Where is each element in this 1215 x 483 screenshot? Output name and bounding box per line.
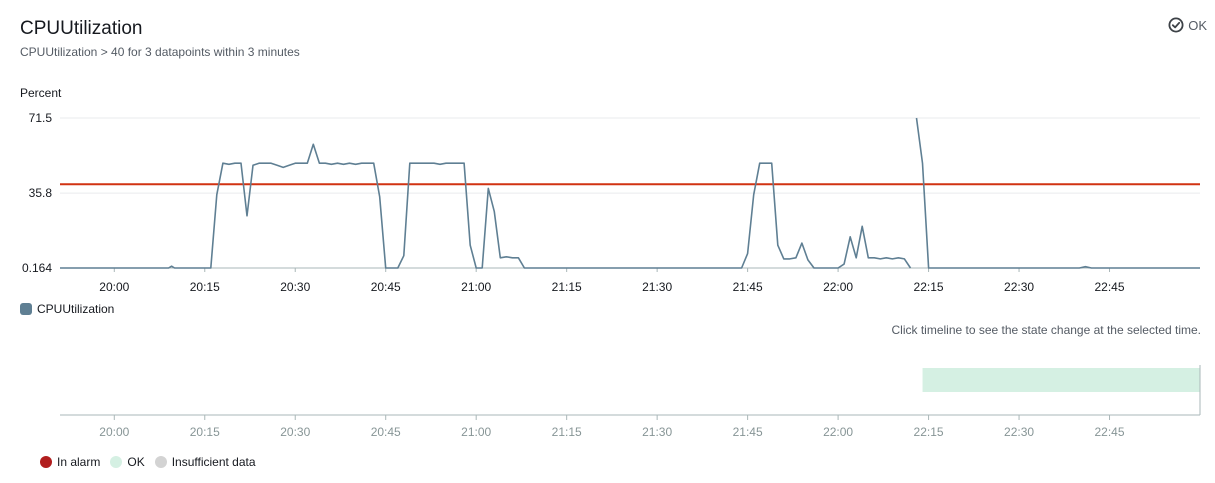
timeline-tick-label: 21:00 [461, 425, 491, 439]
timeline-tick-label: 20:45 [371, 425, 401, 439]
alarm-condition: CPUUtilization > 40 for 3 datapoints wit… [20, 45, 300, 59]
x-tick-label: 20:45 [371, 280, 401, 294]
alarm-status: OK [1168, 17, 1207, 33]
legend-item-cpuutilization[interactable]: CPUUtilization [20, 302, 114, 316]
timeline-tick-label: 22:00 [823, 425, 853, 439]
legend-swatch [110, 456, 123, 468]
timeline-tick-label: 21:45 [733, 425, 763, 439]
legend-label: CPUUtilization [37, 302, 115, 316]
state-legend: In alarm OK Insufficient data [40, 455, 260, 469]
x-tick-label: 20:15 [190, 280, 220, 294]
timeline-tick-label: 20:30 [280, 425, 310, 439]
legend-swatch [154, 456, 167, 468]
x-tick-label: 22:45 [1095, 280, 1125, 294]
y-tick-label: 0.164 [22, 261, 52, 275]
y-tick-label: 35.8 [29, 186, 53, 200]
x-tick-label: 21:30 [642, 280, 672, 294]
x-tick-label: 20:30 [280, 280, 310, 294]
legend-label: OK [127, 455, 145, 469]
state-timeline[interactable]: 20:00 20:15 20:30 20:45 21:00 21:15 21:30 21:45… [0, 345, 1215, 445]
timeline-tick-label: 21:30 [642, 425, 672, 439]
legend-swatch [40, 456, 52, 468]
metric-legend: CPUUtilization [20, 302, 118, 316]
state-band-ok[interactable] [922, 368, 1200, 392]
cpuutilization-series-line[interactable] [60, 143, 912, 269]
legend-item-ok[interactable]: OK [110, 455, 145, 469]
x-tick-label: 21:15 [552, 280, 582, 294]
timeline-tick-label: 21:15 [552, 425, 582, 439]
timeline-tick-label: 22:15 [914, 425, 944, 439]
x-tick-label: 21:45 [733, 280, 763, 294]
legend-label: Insufficient data [171, 455, 256, 469]
legend-swatch [20, 303, 32, 315]
x-tick-label: 22:15 [914, 280, 944, 294]
legend-label: In alarm [57, 455, 101, 469]
timeline-tick-label: 22:30 [1004, 425, 1034, 439]
legend-item-insufficient-data[interactable]: Insufficient data [154, 455, 256, 469]
x-tick-label: 22:30 [1004, 280, 1034, 294]
page-title: CPUUtilization [20, 18, 143, 39]
timeline-tick-label: 20:00 [99, 425, 129, 439]
y-axis-label: Percent [20, 86, 62, 100]
alarm-status-label: OK [1188, 17, 1207, 33]
x-tick-label: 22:00 [823, 280, 853, 294]
legend-item-in-alarm[interactable]: In alarm [40, 455, 100, 469]
y-tick-label: 71.5 [29, 111, 53, 125]
timeline-tick-label: 22:45 [1095, 425, 1125, 439]
timeline-tick-label: 20:15 [190, 425, 220, 439]
metric-chart[interactable]: 71.5 35.8 0.164 20:00 20:15 20:30 20:45 21:00 21… [0, 105, 1215, 300]
check-circle-icon [1168, 17, 1184, 33]
x-tick-label: 20:00 [99, 280, 129, 294]
timeline-hint: Click timeline to see the state change a… [891, 323, 1202, 337]
x-tick-label: 21:00 [461, 280, 491, 294]
cpuutilization-series-line[interactable] [915, 117, 1201, 269]
